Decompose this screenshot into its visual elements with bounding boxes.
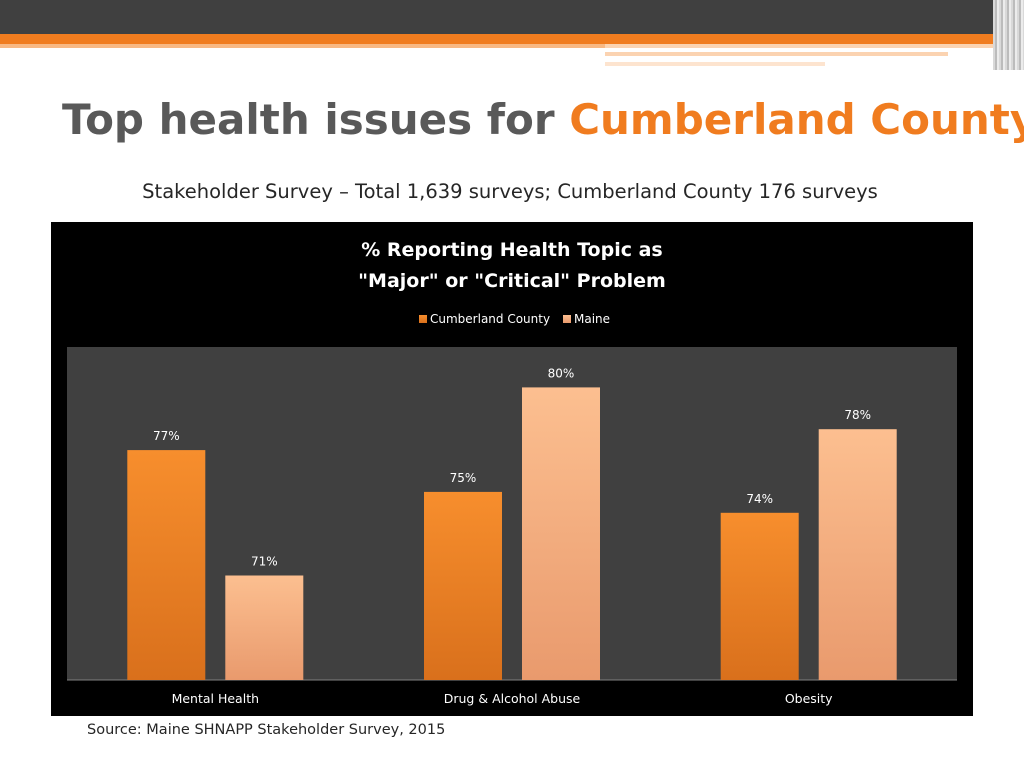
chart-title-line2: "Major" or "Critical" Problem (358, 270, 666, 292)
data-label-maine-obesity: 78% (844, 408, 871, 422)
data-label-cumberland-county-obesity: 74% (746, 492, 773, 506)
category-label-drug-alcohol-abuse: Drug & Alcohol Abuse (444, 691, 581, 706)
bar-chart: % Reporting Health Topic as "Major" or "… (67, 239, 957, 706)
chart-panel: % Reporting Health Topic as "Major" or "… (51, 222, 973, 716)
faint-orange-stripe (605, 62, 825, 66)
bar-maine-obesity (818, 429, 897, 680)
bar-cumberland-county-obesity (720, 512, 799, 680)
data-labels-layer: 77% 71% 75% 80% 74% 78% (153, 366, 871, 568)
bars-layer (127, 387, 897, 680)
chart-title-line1: % Reporting Health Topic as (361, 239, 663, 261)
category-label-obesity: Obesity (785, 691, 833, 706)
decorative-edge-lines (993, 0, 1024, 70)
data-label-maine-mental-health: 71% (251, 555, 278, 569)
data-label-cumberland-county-mental-health: 77% (153, 429, 180, 443)
data-label-maine-drug-alcohol-abuse: 80% (548, 366, 575, 380)
legend-swatch-maine (563, 315, 571, 323)
slide-subtitle: Stakeholder Survey – Total 1,639 surveys… (142, 180, 878, 203)
pale-orange-stripe-secondary (605, 52, 948, 56)
bar-maine-mental-health (225, 575, 304, 680)
source-note: Source: Maine SHNAPP Stakeholder Survey,… (87, 722, 446, 738)
slide-title-main: Top health issues for (62, 95, 570, 144)
slide-title: Top health issues for Cumberland County (62, 95, 1024, 144)
bar-maine-drug-alcohol-abuse (522, 387, 600, 680)
category-label-mental-health: Mental Health (172, 691, 259, 706)
bar-cumberland-county-mental-health (127, 450, 206, 680)
legend-label-cumberland: Cumberland County (430, 312, 550, 326)
data-label-cumberland-county-drug-alcohol-abuse: 75% (450, 471, 477, 485)
legend-label-maine: Maine (574, 312, 610, 326)
light-orange-stripe (0, 44, 605, 48)
legend-swatch-cumberland (419, 315, 427, 323)
pale-orange-stripe (605, 44, 995, 48)
top-dark-bar (0, 0, 1024, 34)
chart-legend: Cumberland County Maine (419, 312, 610, 326)
slide-title-accent: Cumberland County (569, 95, 1024, 144)
category-labels-layer: Mental Health Drug & Alcohol Abuse Obesity (172, 691, 834, 706)
orange-stripe (0, 34, 995, 44)
bar-cumberland-county-drug-alcohol-abuse (424, 491, 502, 680)
plot-area (67, 347, 957, 680)
